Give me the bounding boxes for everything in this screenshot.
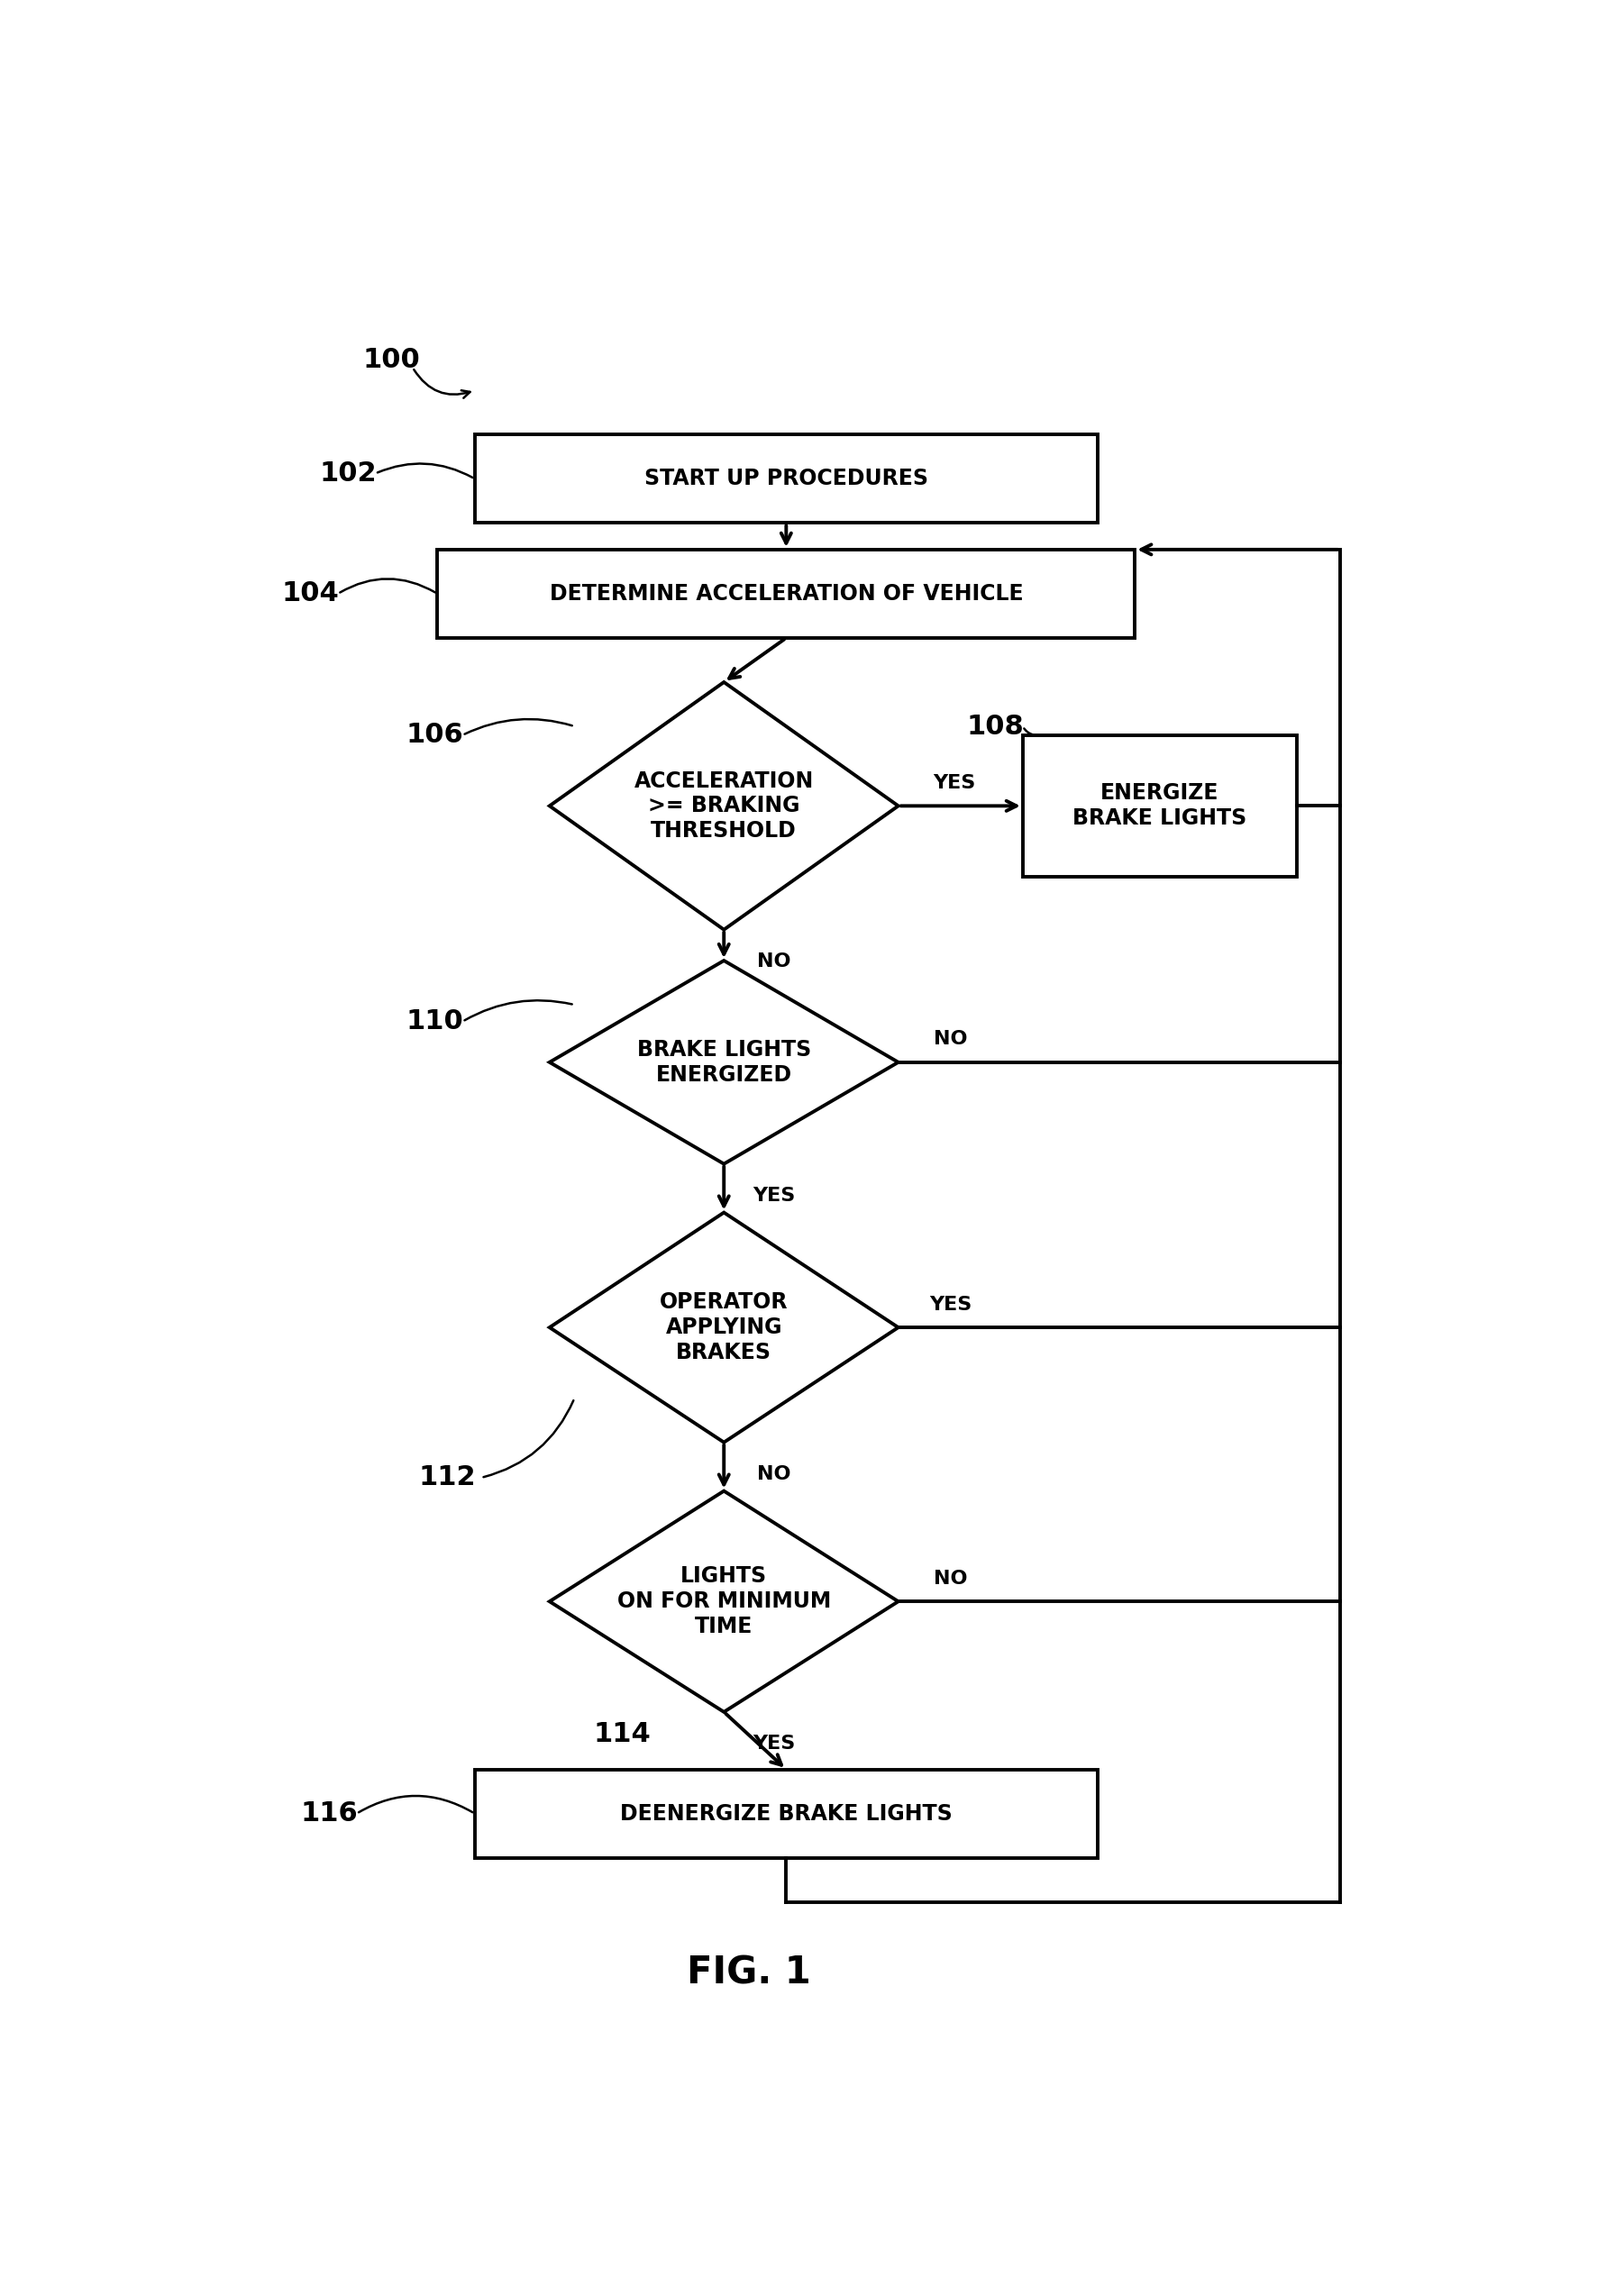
FancyBboxPatch shape bbox=[437, 549, 1134, 638]
Text: 106: 106 bbox=[406, 723, 464, 748]
Text: NO: NO bbox=[933, 1031, 967, 1049]
Text: ENERGIZE
BRAKE LIGHTS: ENERGIZE BRAKE LIGHTS bbox=[1073, 783, 1246, 829]
Text: 110: 110 bbox=[406, 1008, 464, 1035]
Text: 108: 108 bbox=[967, 714, 1023, 739]
Text: DEENERGIZE BRAKE LIGHTS: DEENERGIZE BRAKE LIGHTS bbox=[620, 1802, 952, 1825]
Text: BRAKE LIGHTS
ENERGIZED: BRAKE LIGHTS ENERGIZED bbox=[636, 1038, 811, 1086]
Polygon shape bbox=[549, 1490, 898, 1713]
Text: NO: NO bbox=[933, 1570, 967, 1587]
Polygon shape bbox=[549, 960, 898, 1164]
Polygon shape bbox=[549, 1212, 898, 1442]
FancyBboxPatch shape bbox=[475, 434, 1097, 523]
Text: 104: 104 bbox=[281, 581, 339, 606]
Text: OPERATOR
APPLYING
BRAKES: OPERATOR APPLYING BRAKES bbox=[660, 1293, 787, 1364]
Polygon shape bbox=[549, 682, 898, 930]
Text: 114: 114 bbox=[593, 1722, 650, 1747]
Text: 116: 116 bbox=[300, 1800, 358, 1828]
Text: DETERMINE ACCELERATION OF VEHICLE: DETERMINE ACCELERATION OF VEHICLE bbox=[549, 583, 1023, 604]
Text: 100: 100 bbox=[363, 347, 421, 374]
Text: 112: 112 bbox=[419, 1465, 475, 1490]
Text: YES: YES bbox=[933, 774, 975, 792]
Text: 102: 102 bbox=[320, 461, 376, 487]
Text: YES: YES bbox=[752, 1736, 795, 1752]
Text: NO: NO bbox=[756, 1465, 790, 1483]
Text: ACCELERATION
>= BRAKING
THRESHOLD: ACCELERATION >= BRAKING THRESHOLD bbox=[634, 769, 813, 843]
Text: FIG. 1: FIG. 1 bbox=[686, 1954, 811, 1991]
Text: LIGHTS
ON FOR MINIMUM
TIME: LIGHTS ON FOR MINIMUM TIME bbox=[617, 1566, 830, 1637]
FancyBboxPatch shape bbox=[475, 1770, 1097, 1857]
Text: YES: YES bbox=[928, 1295, 972, 1313]
Text: START UP PROCEDURES: START UP PROCEDURES bbox=[644, 468, 928, 489]
Text: NO: NO bbox=[756, 953, 790, 971]
Text: YES: YES bbox=[752, 1187, 795, 1205]
FancyBboxPatch shape bbox=[1021, 735, 1296, 877]
